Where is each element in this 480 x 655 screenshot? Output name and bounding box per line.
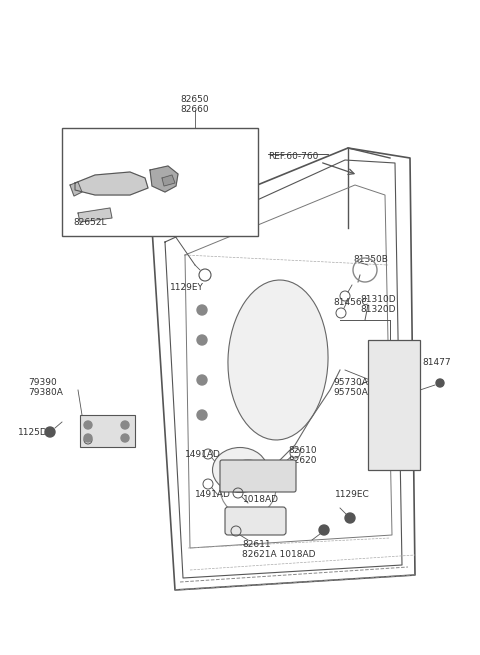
Text: 81456C: 81456C	[333, 298, 368, 307]
Polygon shape	[150, 166, 178, 192]
Circle shape	[197, 375, 207, 385]
Circle shape	[345, 513, 355, 523]
Polygon shape	[75, 172, 148, 195]
Circle shape	[45, 427, 55, 437]
Circle shape	[121, 434, 129, 442]
Text: 82652L: 82652L	[73, 215, 107, 224]
Polygon shape	[78, 208, 112, 222]
Bar	[80, 415, 135, 447]
Text: 82665
82655: 82665 82655	[205, 172, 234, 191]
Text: 1491AD: 1491AD	[185, 450, 221, 459]
Text: 81310D
81320D: 81310D 81320D	[360, 295, 396, 314]
Polygon shape	[70, 182, 82, 196]
Text: 81350B: 81350B	[353, 255, 388, 264]
Circle shape	[319, 525, 329, 535]
Text: 81477: 81477	[422, 358, 451, 367]
Text: 82652R: 82652R	[205, 158, 240, 167]
Circle shape	[197, 410, 207, 420]
Text: 82611
82621A 1018AD: 82611 82621A 1018AD	[242, 540, 315, 559]
Ellipse shape	[228, 280, 328, 440]
Circle shape	[121, 421, 129, 429]
Text: 1129EC: 1129EC	[335, 490, 370, 499]
Text: 82652L: 82652L	[73, 218, 107, 227]
Text: REF.60-760: REF.60-760	[268, 152, 318, 161]
Text: 95730A
95750A: 95730A 95750A	[333, 378, 368, 398]
FancyBboxPatch shape	[225, 507, 286, 535]
Circle shape	[197, 305, 207, 315]
Text: 81310
81320: 81310 81320	[368, 340, 397, 360]
Bar	[62, 128, 258, 236]
Text: 1125DA: 1125DA	[18, 428, 54, 437]
Ellipse shape	[213, 447, 267, 493]
Circle shape	[197, 335, 207, 345]
FancyBboxPatch shape	[220, 460, 296, 492]
Text: 1125DL: 1125DL	[85, 428, 120, 437]
Text: 1491AD: 1491AD	[195, 490, 231, 499]
Circle shape	[84, 434, 92, 442]
Text: 1129EY: 1129EY	[170, 283, 204, 292]
Polygon shape	[162, 175, 175, 186]
Circle shape	[436, 379, 444, 387]
Bar	[368, 340, 420, 470]
Text: 79390
79380A: 79390 79380A	[28, 378, 63, 398]
Text: 82661R
82651L: 82661R 82651L	[85, 140, 120, 159]
Circle shape	[84, 421, 92, 429]
Text: 1018AD: 1018AD	[243, 495, 279, 504]
Text: 82610
82620: 82610 82620	[288, 446, 317, 466]
Text: 82650
82660: 82650 82660	[180, 95, 209, 115]
